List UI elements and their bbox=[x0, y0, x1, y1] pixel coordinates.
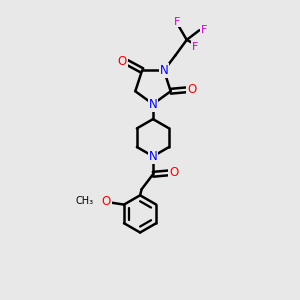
Text: F: F bbox=[201, 25, 207, 35]
Text: F: F bbox=[192, 42, 198, 52]
Text: CH₃: CH₃ bbox=[75, 196, 93, 206]
Text: N: N bbox=[148, 98, 158, 111]
Text: O: O bbox=[187, 83, 196, 96]
Text: O: O bbox=[101, 195, 111, 208]
Text: N: N bbox=[148, 150, 158, 163]
Text: O: O bbox=[117, 55, 127, 68]
Text: O: O bbox=[169, 166, 178, 179]
Text: N: N bbox=[160, 64, 168, 77]
Text: F: F bbox=[174, 16, 181, 27]
